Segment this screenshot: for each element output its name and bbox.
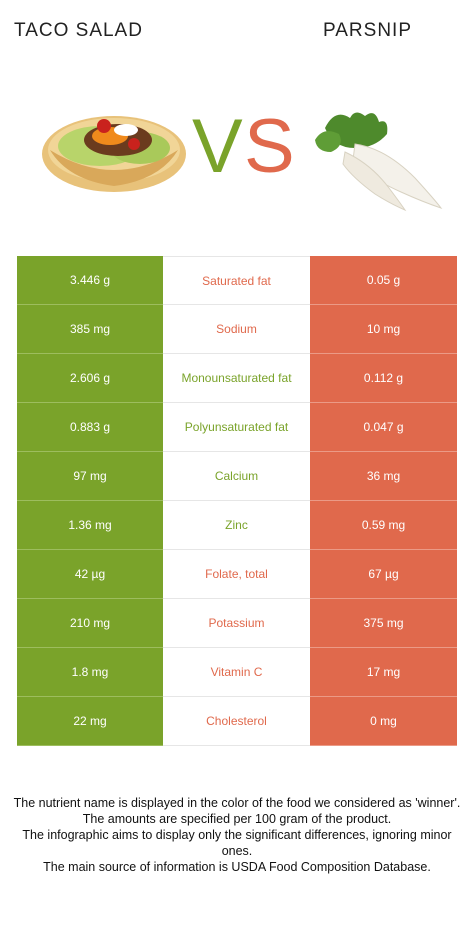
- table-row: 385 mg Sodium 10 mg: [17, 305, 457, 354]
- parsnip-value: 0.112 g: [310, 354, 457, 403]
- footer-line: The amounts are specified per 100 gram o…: [82, 812, 392, 826]
- nutrient-name: Potassium: [163, 599, 310, 648]
- table-row: 1.36 mg Zinc 0.59 mg: [17, 501, 457, 550]
- food-left-title: TACO SALAD: [14, 20, 143, 41]
- nutrient-name: Folate, total: [163, 550, 310, 599]
- food-right-title: PARSNIP: [322, 20, 412, 41]
- parsnip-value: 67 µg: [310, 550, 457, 599]
- nutrient-name: Saturated fat: [163, 256, 310, 305]
- footer-line: The main source of information is USDA F…: [43, 860, 431, 874]
- taco-salad-value: 0.883 g: [17, 403, 163, 452]
- versus-v: V: [192, 104, 243, 189]
- taco-salad-image: [42, 116, 186, 192]
- taco-salad-value: 1.8 mg: [17, 648, 163, 697]
- parsnip-value: 0.59 mg: [310, 501, 457, 550]
- parsnip-value: 0.047 g: [310, 403, 457, 452]
- versus-label: V S: [192, 102, 295, 192]
- nutrient-name: Zinc: [163, 501, 310, 550]
- parsnip-image: [315, 112, 443, 212]
- nutrient-name: Vitamin C: [163, 648, 310, 697]
- table-row: 3.446 g Saturated fat 0.05 g: [17, 256, 457, 305]
- parsnip-value: 375 mg: [310, 599, 457, 648]
- taco-salad-value: 210 mg: [17, 599, 163, 648]
- footer-line: The infographic aims to display only the…: [22, 828, 452, 858]
- taco-salad-value: 97 mg: [17, 452, 163, 501]
- taco-salad-value: 3.446 g: [17, 256, 163, 305]
- table-row: 22 mg Cholesterol 0 mg: [17, 697, 457, 746]
- footer-notes: The nutrient name is displayed in the co…: [10, 795, 464, 875]
- table-row: 2.606 g Monounsaturated fat 0.112 g: [17, 354, 457, 403]
- versus-s: S: [244, 104, 295, 189]
- taco-salad-value: 1.36 mg: [17, 501, 163, 550]
- taco-salad-value: 385 mg: [17, 305, 163, 354]
- nutrient-name: Calcium: [163, 452, 310, 501]
- taco-salad-value: 22 mg: [17, 697, 163, 746]
- parsnip-value: 0.05 g: [310, 256, 457, 305]
- parsnip-value: 0 mg: [310, 697, 457, 746]
- nutrient-name: Polyunsaturated fat: [163, 403, 310, 452]
- taco-salad-value: 42 µg: [17, 550, 163, 599]
- parsnip-value: 10 mg: [310, 305, 457, 354]
- parsnip-value: 36 mg: [310, 452, 457, 501]
- table-row: 42 µg Folate, total 67 µg: [17, 550, 457, 599]
- table-row: 0.883 g Polyunsaturated fat 0.047 g: [17, 403, 457, 452]
- comparison-table: 3.446 g Saturated fat 0.05 g 385 mg Sodium 10…: [17, 256, 457, 746]
- nutrient-name: Monounsaturated fat: [163, 354, 310, 403]
- nutrient-name: Sodium: [163, 305, 310, 354]
- nutrient-name: Cholesterol: [163, 697, 310, 746]
- table-row: 210 mg Potassium 375 mg: [17, 599, 457, 648]
- footer-line: The nutrient name is displayed in the co…: [13, 796, 461, 810]
- taco-salad-value: 2.606 g: [17, 354, 163, 403]
- table-row: 1.8 mg Vitamin C 17 mg: [17, 648, 457, 697]
- parsnip-value: 17 mg: [310, 648, 457, 697]
- table-row: 97 mg Calcium 36 mg: [17, 452, 457, 501]
